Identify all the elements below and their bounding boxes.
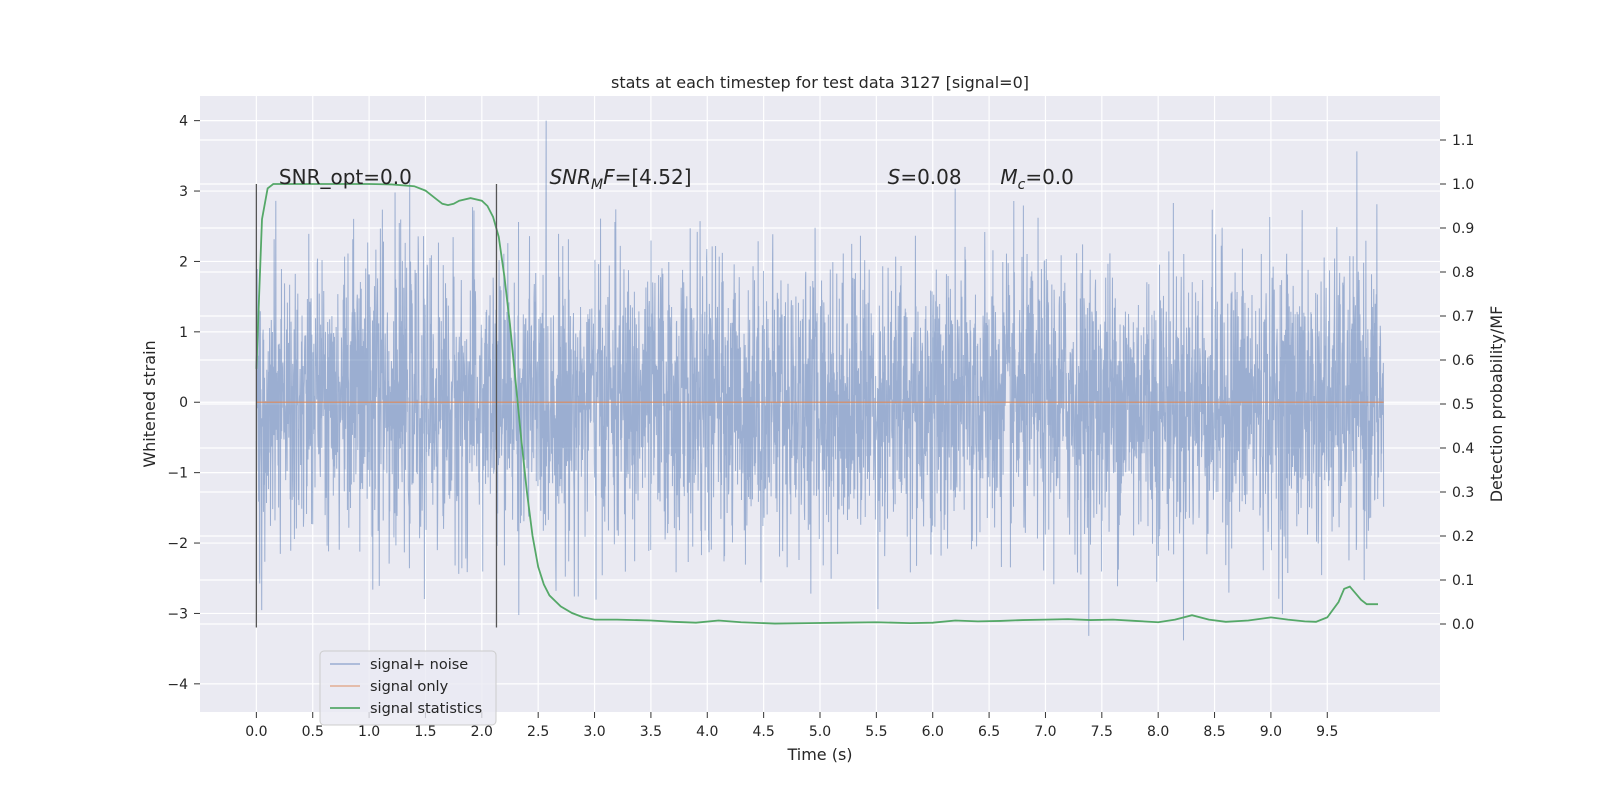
x-tick-label: 5.0 [809,724,831,740]
x-tick-label: 5.5 [865,724,887,740]
x-tick-label: 0.0 [245,724,267,740]
x-tick-label: 9.5 [1316,724,1338,740]
legend: signal+ noise signal only signal statist… [319,650,497,726]
legend-label-signal-noise: signal+ noise [370,657,468,673]
y-axis-right-ticks: 1.1 1.0 0.9 0.8 0.7 0.6 0.5 0.4 0.3 0.2 0.1 0.0 [1440,133,1474,633]
annotation-1: SNRMF=[4.52] [549,165,691,193]
x-axis-label: Time (s) [786,745,852,764]
y-tick-label: 3 [179,184,188,200]
y-tick-label: −4 [167,677,188,693]
x-tick-label: 2.0 [471,724,493,740]
x-tick-label: 1.5 [414,724,436,740]
y-right-tick-label: 0.7 [1452,309,1474,325]
y-right-tick-label: 0.1 [1452,573,1474,589]
y-axis-right-label: Detection probability/MF [1487,306,1506,503]
series-signal-noise [255,120,1385,641]
y-right-tick-label: 0.5 [1452,397,1474,413]
annotation-0: SNR_opt=0.0 [279,165,412,189]
x-tick-label: 6.5 [978,724,1000,740]
y-tick-label: 1 [179,325,188,341]
y-right-tick-label: 1.0 [1452,177,1474,193]
y-right-tick-label: 0.0 [1452,617,1474,633]
y-tick-label: 0 [179,395,188,411]
x-tick-label: 0.5 [302,724,324,740]
x-tick-label: 8.5 [1203,724,1225,740]
legend-box [319,650,497,726]
x-tick-label: 8.0 [1147,724,1169,740]
y-right-tick-label: 0.4 [1452,441,1474,457]
x-tick-label: 3.5 [640,724,662,740]
vertical-markers [255,184,498,628]
y-tick-label: −3 [167,606,188,622]
x-tick-label: 2.5 [527,724,549,740]
signal-noise-line [255,120,1385,641]
x-tick-label: 1.0 [358,724,380,740]
y-right-tick-label: 0.6 [1452,353,1474,369]
annotation-2: S=0.08 [888,165,962,189]
y-tick-label: −1 [167,466,188,482]
annotation-3: Mc=0.0 [1000,165,1074,193]
x-tick-label: 3.0 [583,724,605,740]
y-right-tick-label: 0.2 [1452,529,1474,545]
x-tick-label: 7.0 [1034,724,1056,740]
x-axis-ticks: 0.0 0.5 1.0 1.5 2.0 2.5 3.0 3.5 4.0 4.5 5.0 5.5 6.0 6… [245,712,1338,740]
y-axis-ticks: 4 3 2 1 0 −1 −2 −3 −4 [167,114,200,693]
legend-label-signal-only: signal only [370,679,449,695]
y-tick-label: −2 [167,536,188,552]
y-axis-label: Whitened strain [140,340,159,467]
y-tick-label: 4 [179,114,188,130]
y-right-tick-label: 1.1 [1452,133,1474,149]
chart-title: stats at each timestep for test data 312… [611,73,1029,92]
y-right-tick-label: 0.9 [1452,221,1474,237]
y-right-tick-label: 0.3 [1452,485,1474,501]
x-tick-label: 4.0 [696,724,718,740]
y-tick-label: 2 [179,254,188,270]
legend-label-signal-statistics: signal statistics [370,701,482,717]
annotations: SNR_opt=0.0 SNRMF=[4.52] S=0.08 Mc=0.0 [279,165,1074,193]
y-right-tick-label: 0.8 [1452,265,1474,281]
x-tick-label: 4.5 [753,724,775,740]
series-lines [255,183,1384,625]
x-tick-label: 6.0 [922,724,944,740]
x-tick-label: 9.0 [1260,724,1282,740]
x-tick-label: 7.5 [1091,724,1113,740]
signal-statistics-line [255,183,1378,625]
